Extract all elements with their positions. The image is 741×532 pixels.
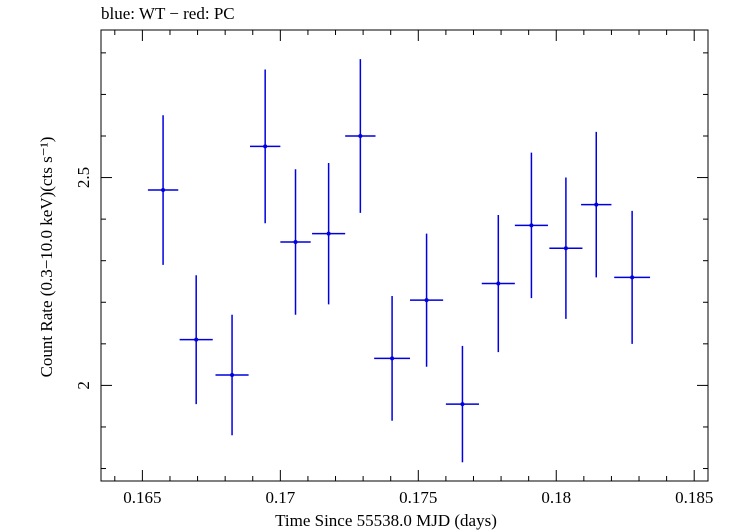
tick-labels: 0.165 0.17 0.175 0.18 0.185 2 2.5 <box>74 167 713 507</box>
data-point <box>445 345 479 463</box>
data-point <box>581 131 612 278</box>
data-point <box>249 69 281 224</box>
plot-frame <box>100 29 709 482</box>
data-point <box>280 169 311 315</box>
y-tick-label: 2.5 <box>74 167 93 188</box>
point-marker <box>496 281 501 286</box>
point-marker <box>358 133 363 138</box>
data-point <box>345 59 376 213</box>
point-marker <box>460 402 465 407</box>
x-tick-label: 0.185 <box>675 488 713 507</box>
data-point <box>614 210 651 344</box>
y-axis-label: Count Rate (0.3−10.0 keV)(cts s⁻¹) <box>37 137 56 378</box>
y-tick-label: 2 <box>74 381 93 390</box>
chart-title: blue: WT − red: PC <box>101 4 235 23</box>
point-marker <box>326 231 331 236</box>
data-point <box>410 233 444 367</box>
data-series <box>147 59 651 463</box>
data-point <box>374 296 411 421</box>
point-marker <box>263 144 268 149</box>
x-axis-label: Time Since 55538.0 MJD (days) <box>275 511 497 530</box>
point-marker <box>594 202 599 207</box>
x-tick-label: 0.18 <box>541 488 571 507</box>
x-tick-label: 0.165 <box>123 488 161 507</box>
point-marker <box>630 275 635 280</box>
data-point <box>312 163 346 305</box>
data-point <box>549 177 583 319</box>
x-tick-label: 0.17 <box>265 488 295 507</box>
x-tick-label: 0.175 <box>399 488 437 507</box>
data-point <box>179 275 213 405</box>
point-marker <box>424 298 429 303</box>
data-point <box>147 115 179 265</box>
data-point <box>481 214 515 353</box>
point-marker <box>529 223 534 228</box>
point-marker <box>563 246 568 251</box>
point-marker <box>293 239 298 244</box>
point-marker <box>230 373 235 378</box>
axis-ticks <box>101 30 708 481</box>
point-marker <box>390 356 395 361</box>
data-point <box>215 314 249 436</box>
point-marker <box>161 188 166 193</box>
data-point <box>514 152 548 299</box>
point-marker <box>194 337 199 342</box>
